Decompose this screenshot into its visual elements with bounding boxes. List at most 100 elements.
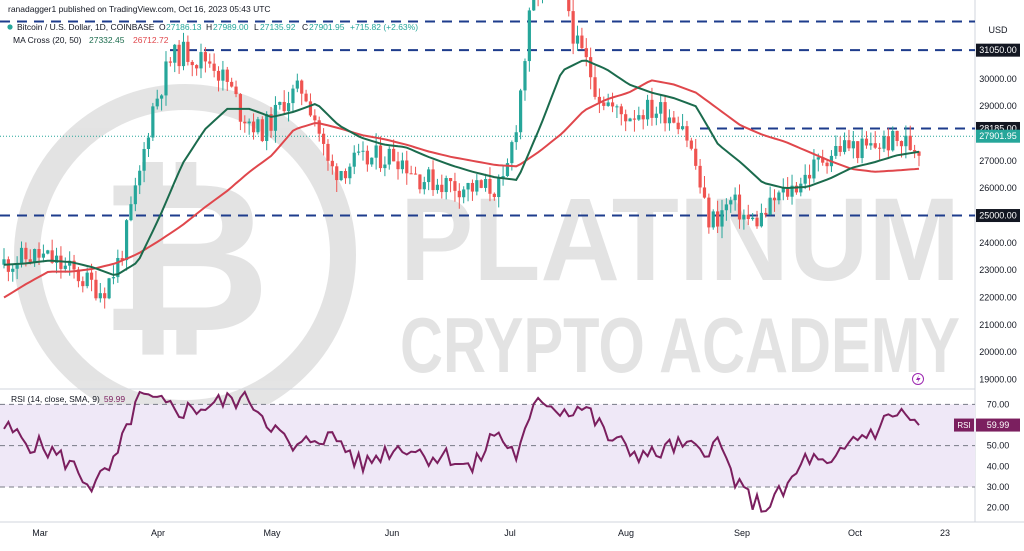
publisher-line: ranadagger1 published on TradingView.com… [8, 4, 271, 14]
candle-body [186, 41, 190, 62]
time-tick-label: Jun [385, 528, 400, 538]
candle-body [768, 197, 772, 215]
candle-body [142, 148, 146, 171]
candle-body [409, 173, 413, 175]
candle-body [146, 137, 151, 149]
candle-body [593, 77, 597, 97]
candle-body [208, 61, 212, 64]
candle-body [794, 185, 799, 193]
candle-body [873, 143, 877, 148]
rsi-tag-value: 59.99 [987, 420, 1010, 430]
candle-body [19, 247, 24, 264]
candle-body [413, 173, 418, 175]
price-tick-label: 27000.00 [979, 156, 1017, 166]
candle-body [151, 106, 155, 138]
candle-body [733, 194, 737, 201]
legend-ohlc-o-value: 27186.13 [166, 22, 202, 32]
candle-body [466, 182, 470, 190]
candle-body [510, 142, 514, 164]
time-tick-label: 23 [940, 528, 950, 538]
candle-body [448, 178, 453, 182]
candle-body [764, 212, 768, 215]
rsi-tick-label: 40.00 [987, 461, 1010, 471]
candle-body [462, 189, 466, 198]
candle-body [361, 150, 365, 152]
time-scale[interactable]: Mar Apr May Jun Jul Aug Sep Oct 23 [32, 528, 950, 538]
candle-body [838, 146, 842, 152]
time-tick-label: Sep [734, 528, 750, 538]
rsi-tick-label: 70.00 [987, 399, 1010, 409]
candle-body [645, 99, 650, 120]
candle-body [230, 81, 234, 87]
candle-body [89, 272, 94, 280]
candle-body [869, 143, 873, 146]
candle-body [711, 211, 715, 228]
time-tick-label: May [263, 528, 281, 538]
price-scale[interactable]: 30000.00 29000.00 27000.00 26000.00 24000.00… [979, 74, 1017, 385]
watermark: ₿ PLATINUM CRYPTO ACADEMY [14, 84, 960, 426]
candle-body [720, 210, 724, 227]
candle-body [396, 161, 400, 170]
candle-body [265, 114, 269, 142]
candle-body [483, 179, 488, 188]
rsi-tick-label: 30.00 [987, 482, 1010, 492]
candle-body [98, 293, 102, 299]
candle-body [68, 260, 72, 266]
candle-body [619, 106, 623, 115]
candle-body [330, 160, 334, 167]
candle-body [81, 281, 85, 287]
candle-body [37, 249, 41, 258]
candle-body [523, 61, 527, 91]
candle-body [212, 63, 216, 71]
candle-body [221, 69, 225, 81]
price-tick-label: 29000.00 [979, 101, 1017, 111]
candle-body [317, 120, 321, 134]
candle-body [575, 35, 580, 44]
candle-body [234, 86, 238, 95]
legend-indicator-row[interactable]: MA Cross (20, 50) 27332.45 26712.72 [13, 35, 169, 45]
currency-label: USD [988, 25, 1008, 35]
legend-change: +715.82 (+2.63%) [350, 22, 418, 32]
candle-body [269, 114, 273, 131]
candle-body [654, 113, 658, 118]
price-tick-label: 23000.00 [979, 265, 1017, 275]
candle-body [479, 180, 483, 188]
legend-symbol-row[interactable]: Bitcoin / U.S. Dollar, 1D, COINBASE O 27… [7, 22, 418, 32]
candle-body [326, 143, 330, 161]
price-tick-label: 30000.00 [979, 74, 1017, 84]
candle-body [321, 133, 326, 144]
candle-body [444, 178, 448, 193]
candle-body [624, 114, 628, 122]
candle-body [707, 197, 711, 228]
candle-body [746, 214, 750, 220]
candle-body [300, 80, 304, 94]
ma-fast-line [3, 59, 920, 276]
candle-body [602, 102, 606, 106]
candle-body [405, 160, 409, 174]
candle-body [475, 180, 479, 192]
candle-body [580, 35, 584, 49]
candle-body [160, 95, 164, 99]
lightning-icon[interactable] [912, 373, 924, 385]
candle-body [370, 157, 374, 165]
candle-body [842, 140, 847, 152]
candle-body [400, 160, 404, 170]
candle-body [2, 259, 6, 265]
candle-body [737, 194, 742, 220]
candle-body [256, 119, 260, 133]
rsi-legend[interactable]: RSI (14, close, SMA, 9) 59.99 [11, 394, 125, 404]
candle-body [190, 61, 194, 66]
candle-body [606, 102, 610, 106]
candle-body [667, 117, 672, 124]
level-tag-label: 31050.00 [979, 45, 1017, 55]
rsi-tag-value-bg [976, 418, 1020, 432]
candle-body [886, 136, 890, 151]
candle-body [33, 249, 37, 264]
candle-body [702, 187, 707, 198]
candle-body [374, 145, 378, 158]
candle-body [597, 96, 602, 103]
candle-body [243, 121, 247, 124]
candle-body [238, 94, 243, 122]
